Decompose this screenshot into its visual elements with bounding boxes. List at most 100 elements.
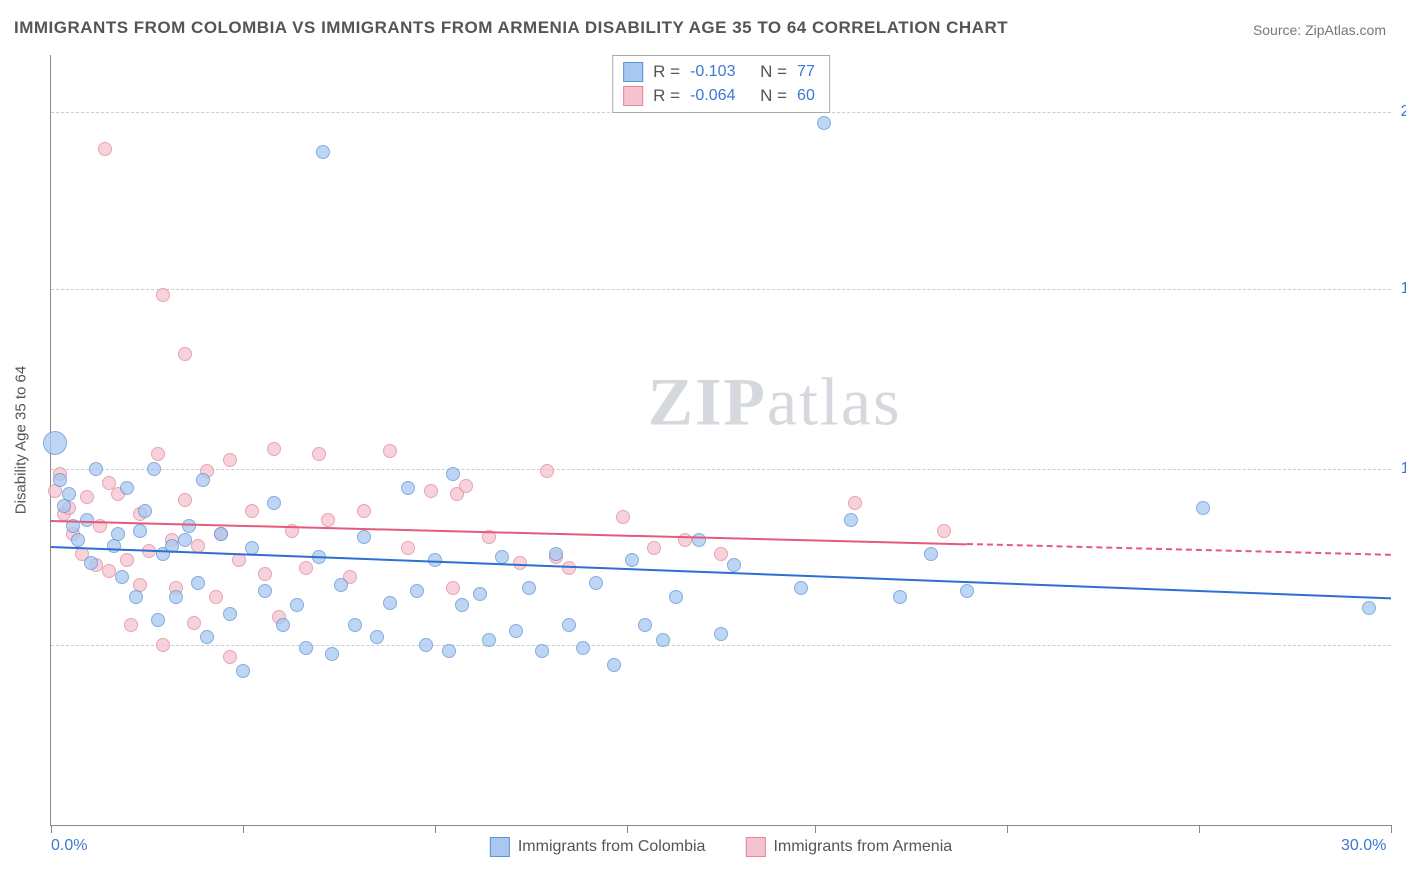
data-point xyxy=(124,618,138,632)
data-point xyxy=(62,487,76,501)
data-point xyxy=(844,513,858,527)
data-point xyxy=(848,496,862,510)
data-point xyxy=(647,541,661,555)
data-point xyxy=(442,644,456,658)
y-axis-title: Disability Age 35 to 64 xyxy=(13,366,30,514)
n-label: N = xyxy=(760,86,787,106)
watermark-bold: ZIP xyxy=(648,363,767,439)
data-point xyxy=(535,644,549,658)
r-value-armenia: -0.064 xyxy=(690,87,750,105)
data-point xyxy=(321,513,335,527)
data-point xyxy=(424,484,438,498)
data-point xyxy=(357,530,371,544)
data-point xyxy=(348,618,362,632)
data-point xyxy=(383,596,397,610)
data-point xyxy=(200,630,214,644)
y-tick-label: 25.0% xyxy=(1401,103,1406,121)
data-point xyxy=(299,641,313,655)
data-point xyxy=(455,598,469,612)
y-tick-label: 12.5% xyxy=(1401,460,1406,478)
r-value-colombia: -0.103 xyxy=(690,63,750,81)
legend-label-colombia: Immigrants from Colombia xyxy=(518,838,706,856)
data-point xyxy=(473,587,487,601)
data-point xyxy=(401,481,415,495)
data-point xyxy=(178,533,192,547)
x-tick xyxy=(1199,825,1200,833)
data-point xyxy=(151,447,165,461)
swatch-colombia-icon xyxy=(490,837,510,857)
data-point xyxy=(84,556,98,570)
legend-row-armenia: R = -0.064 N = 60 xyxy=(623,84,815,108)
data-point xyxy=(692,533,706,547)
data-point xyxy=(178,493,192,507)
y-tick-label: 18.8% xyxy=(1401,280,1406,298)
x-tick xyxy=(815,825,816,833)
data-point xyxy=(178,347,192,361)
data-point xyxy=(156,288,170,302)
swatch-armenia xyxy=(623,86,643,106)
legend-row-colombia: R = -0.103 N = 77 xyxy=(623,60,815,84)
r-label: R = xyxy=(653,86,680,106)
data-point xyxy=(714,627,728,641)
data-point xyxy=(223,607,237,621)
data-point xyxy=(625,553,639,567)
data-point xyxy=(223,650,237,664)
data-point xyxy=(678,533,692,547)
data-point xyxy=(133,524,147,538)
data-point xyxy=(446,581,460,595)
data-point xyxy=(522,581,536,595)
data-point xyxy=(223,453,237,467)
trend-line xyxy=(967,543,1391,556)
data-point xyxy=(509,624,523,638)
data-point xyxy=(383,444,397,458)
data-point xyxy=(53,473,67,487)
data-point xyxy=(893,590,907,604)
data-point xyxy=(258,584,272,598)
x-tick xyxy=(627,825,628,833)
data-point xyxy=(111,527,125,541)
data-point xyxy=(312,447,326,461)
gridline xyxy=(51,645,1391,646)
watermark: ZIPatlas xyxy=(648,362,902,441)
data-point xyxy=(334,578,348,592)
data-point xyxy=(495,550,509,564)
data-point xyxy=(129,590,143,604)
data-point xyxy=(656,633,670,647)
data-point xyxy=(960,584,974,598)
data-point xyxy=(482,633,496,647)
data-point xyxy=(937,524,951,538)
data-point xyxy=(290,598,304,612)
data-point xyxy=(419,638,433,652)
x-tick xyxy=(435,825,436,833)
scatter-plot-area: Disability Age 35 to 64 ZIPatlas R = -0.… xyxy=(50,55,1391,826)
data-point xyxy=(89,462,103,476)
legend-item-colombia: Immigrants from Colombia xyxy=(490,837,706,857)
data-point xyxy=(80,490,94,504)
data-point xyxy=(98,142,112,156)
data-point xyxy=(214,527,228,541)
data-point xyxy=(459,479,473,493)
data-point xyxy=(187,616,201,630)
data-point xyxy=(316,145,330,159)
x-tick-label: 0.0% xyxy=(51,837,87,855)
n-value-colombia: 77 xyxy=(797,63,815,81)
n-label: N = xyxy=(760,62,787,82)
data-point xyxy=(669,590,683,604)
data-point xyxy=(607,658,621,672)
data-point xyxy=(120,481,134,495)
series-legend: Immigrants from Colombia Immigrants from… xyxy=(490,837,952,857)
data-point xyxy=(638,618,652,632)
data-point xyxy=(794,581,808,595)
data-point xyxy=(410,584,424,598)
data-point xyxy=(209,590,223,604)
data-point xyxy=(236,664,250,678)
data-point xyxy=(43,431,67,455)
data-point xyxy=(817,116,831,130)
data-point xyxy=(120,553,134,567)
data-point xyxy=(540,464,554,478)
source-attribution: Source: ZipAtlas.com xyxy=(1253,22,1386,38)
x-tick xyxy=(1391,825,1392,833)
data-point xyxy=(714,547,728,561)
data-point xyxy=(138,504,152,518)
data-point xyxy=(299,561,313,575)
